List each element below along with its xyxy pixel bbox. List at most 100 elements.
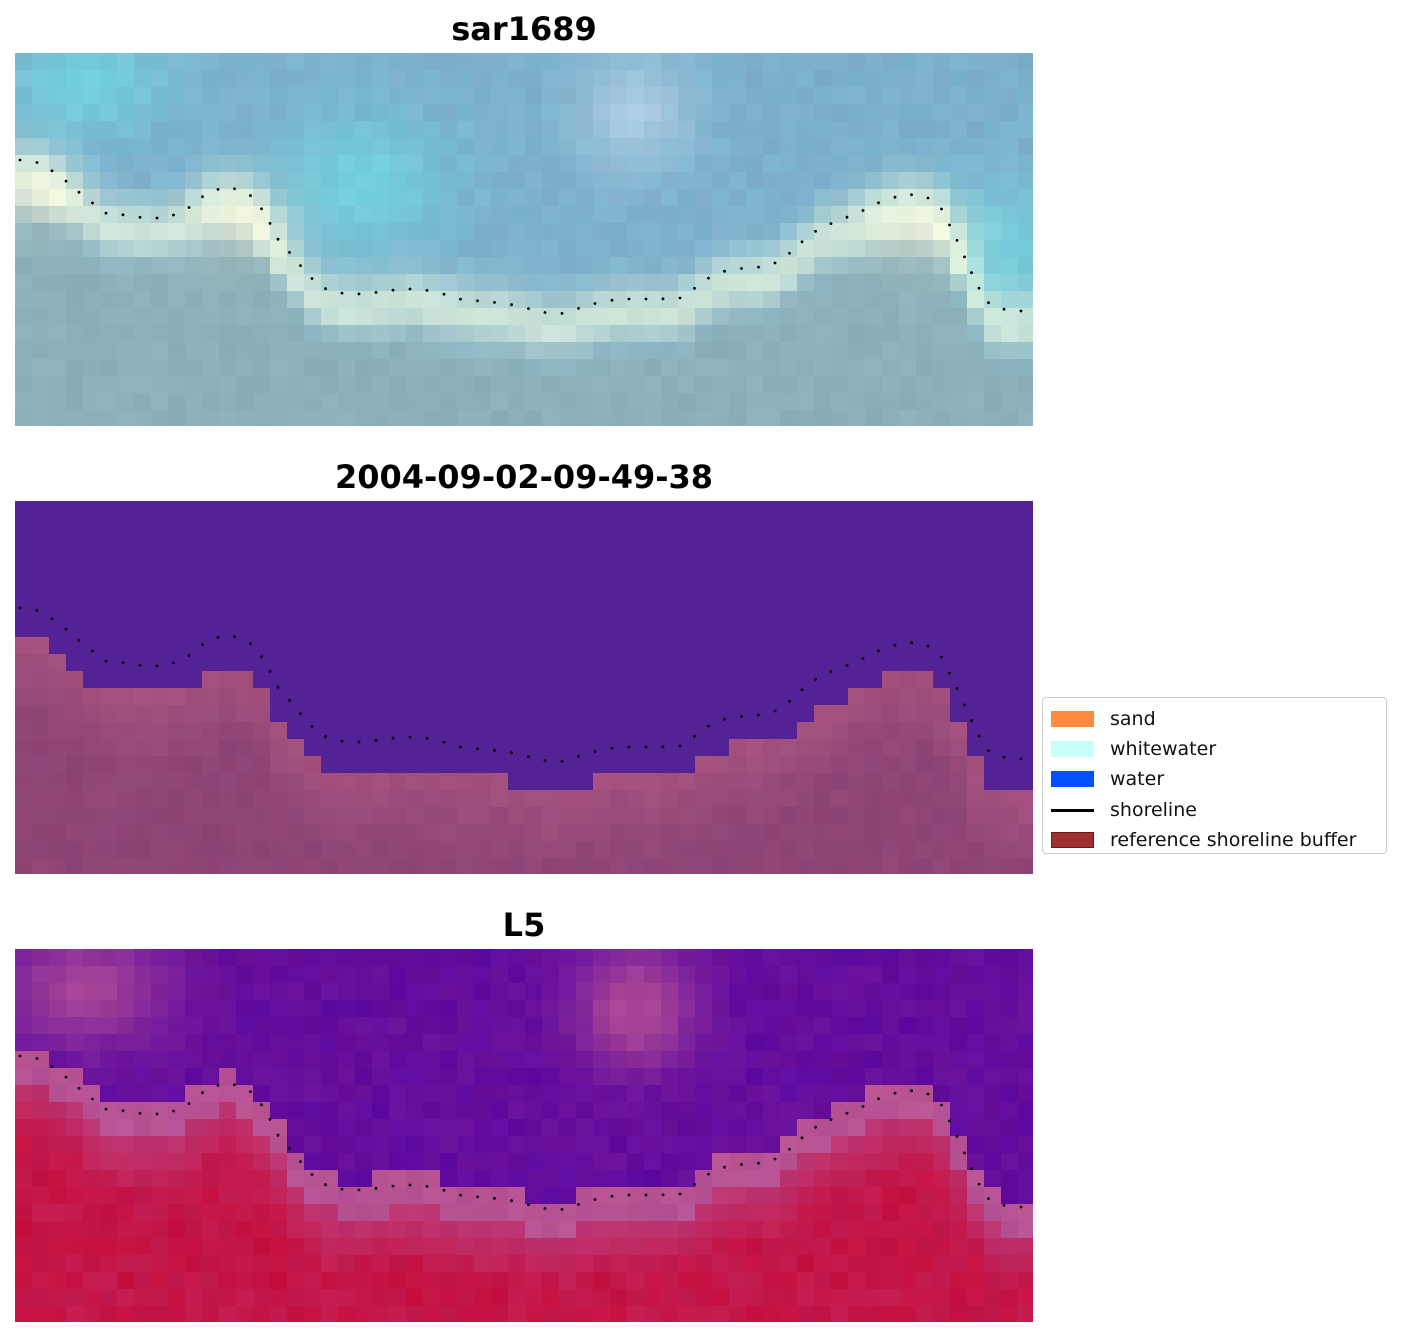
pixel-cell xyxy=(525,1136,543,1154)
pixel-cell xyxy=(916,773,934,791)
pixel-cell xyxy=(372,949,390,967)
pixel-cell xyxy=(321,104,339,122)
pixel-cell xyxy=(134,104,152,122)
pixel-cell xyxy=(66,501,84,519)
pixel-cell xyxy=(899,1136,917,1154)
pixel-cell xyxy=(933,688,951,706)
pixel-cell xyxy=(253,1017,271,1035)
pixel-cell xyxy=(882,1272,900,1290)
pixel-cell xyxy=(916,376,934,394)
pixel-cell xyxy=(593,291,611,309)
pixel-cell xyxy=(1001,688,1019,706)
pixel-cell xyxy=(202,739,220,757)
pixel-cell xyxy=(491,410,509,426)
pixel-cell xyxy=(372,722,390,740)
pixel-cell xyxy=(950,586,968,604)
pixel-cell xyxy=(933,1272,951,1290)
pixel-cell xyxy=(797,257,815,275)
pixel-cell xyxy=(610,393,628,411)
pixel-cell xyxy=(1018,569,1033,587)
pixel-cell xyxy=(321,1017,339,1035)
pixel-cell xyxy=(474,569,492,587)
pixel-cell xyxy=(865,1000,883,1018)
pixel-cell xyxy=(253,858,271,874)
pixel-cell xyxy=(797,501,815,519)
pixel-cell xyxy=(916,121,934,139)
pixel-cell xyxy=(695,70,713,88)
pixel-cell xyxy=(168,359,186,377)
pixel-cell xyxy=(83,1187,101,1205)
pixel-cell xyxy=(151,756,169,774)
pixel-cell xyxy=(729,841,747,859)
pixel-cell xyxy=(491,790,509,808)
pixel-cell xyxy=(321,1000,339,1018)
shoreline-dot xyxy=(138,215,142,219)
shoreline-dot xyxy=(172,661,175,665)
pixel-cell xyxy=(304,807,322,825)
pixel-cell xyxy=(712,155,730,173)
pixel-cell xyxy=(559,824,577,842)
pixel-cell xyxy=(508,654,526,672)
pixel-cell xyxy=(49,1017,67,1035)
shoreline-dot xyxy=(693,286,696,290)
pixel-cell xyxy=(202,70,220,88)
pixel-cell xyxy=(49,308,67,326)
pixel-cell xyxy=(321,1085,339,1103)
pixel-cell xyxy=(746,949,764,967)
pixel-cell xyxy=(66,1000,84,1018)
pixel-cell xyxy=(746,325,764,343)
pixel-cell xyxy=(270,223,288,241)
pixel-cell xyxy=(695,410,713,426)
pixel-cell xyxy=(593,240,611,258)
pixel-cell xyxy=(287,223,305,241)
pixel-cell xyxy=(134,569,152,587)
pixel-cell xyxy=(49,376,67,394)
pixel-cell xyxy=(389,291,407,309)
pixel-cell xyxy=(15,240,33,258)
pixel-cell xyxy=(457,121,475,139)
pixel-cell xyxy=(508,637,526,655)
pixel-cell xyxy=(984,966,1002,984)
pixel-cell xyxy=(559,53,577,71)
pixel-cell xyxy=(457,949,475,967)
pixel-cell xyxy=(746,189,764,207)
pixel-cell xyxy=(899,671,917,689)
pixel-cell xyxy=(984,1017,1002,1035)
pixel-cell xyxy=(236,841,254,859)
pixel-cell xyxy=(780,824,798,842)
pixel-cell xyxy=(610,824,628,842)
pixel-cell xyxy=(355,620,373,638)
pixel-cell xyxy=(287,1085,305,1103)
pixel-cell xyxy=(763,858,781,874)
pixel-cell xyxy=(440,1051,458,1069)
pixel-cell xyxy=(372,569,390,587)
pixel-cell xyxy=(185,1136,203,1154)
pixel-cell xyxy=(610,654,628,672)
pixel-cell xyxy=(253,552,271,570)
pixel-cell xyxy=(304,654,322,672)
shoreline-dot xyxy=(276,1133,280,1137)
pixel-cell xyxy=(933,308,951,326)
pixel-cell xyxy=(406,1170,424,1188)
pixel-cell xyxy=(151,1272,169,1290)
shoreline-dot xyxy=(1019,757,1023,761)
pixel-cell xyxy=(457,206,475,224)
pixel-cell xyxy=(814,671,832,689)
pixel-cell xyxy=(814,1187,832,1205)
pixel-cell xyxy=(474,138,492,156)
pixel-cell xyxy=(712,1187,730,1205)
pixel-cell xyxy=(457,104,475,122)
pixel-cell xyxy=(882,257,900,275)
pixel-cell xyxy=(831,518,849,536)
pixel-cell xyxy=(83,705,101,723)
pixel-cell xyxy=(253,1153,271,1171)
pixel-cell xyxy=(151,1034,169,1052)
pixel-cell xyxy=(508,206,526,224)
pixel-cell xyxy=(15,739,33,757)
pixel-cell xyxy=(134,1187,152,1205)
pixel-cell xyxy=(1018,1153,1033,1171)
pixel-cell xyxy=(627,53,645,71)
pixel-cell xyxy=(83,1153,101,1171)
pixel-cell xyxy=(746,773,764,791)
pixel-cell xyxy=(525,858,543,874)
